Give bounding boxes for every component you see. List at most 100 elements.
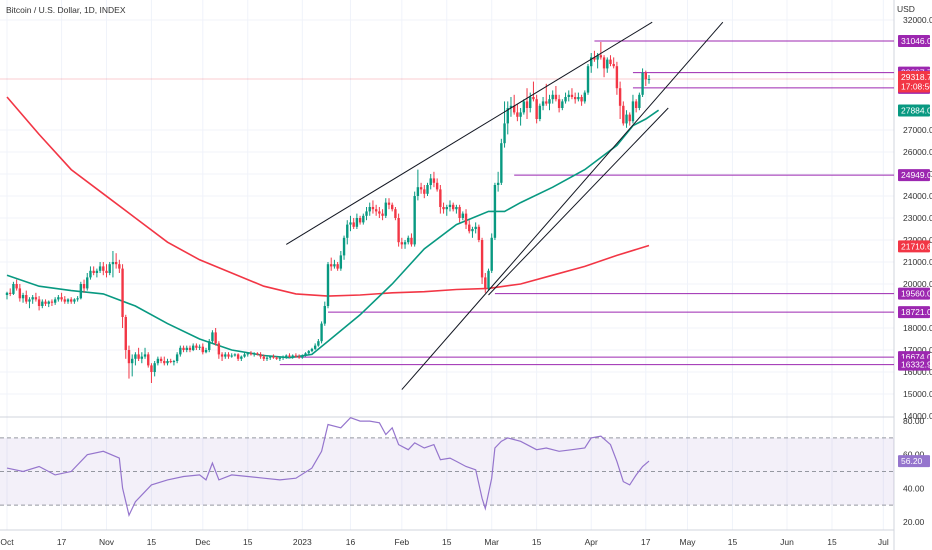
rsi-tick-label: 40.00 bbox=[903, 483, 925, 493]
candle-body bbox=[121, 268, 124, 317]
candle-body bbox=[435, 182, 439, 190]
candle-body bbox=[130, 358, 134, 364]
candle-body bbox=[451, 204, 455, 210]
candle-body bbox=[153, 363, 156, 372]
trendline bbox=[488, 107, 669, 296]
price-axis[interactable]: 15000.00 16000.00 17000.00 18000.00 20000.00… bbox=[903, 15, 932, 527]
candle-body bbox=[362, 215, 365, 223]
candle-body bbox=[330, 264, 333, 267]
candle-body bbox=[628, 114, 631, 122]
time-tick-label: 2023 bbox=[293, 537, 312, 547]
candle-body bbox=[236, 354, 240, 359]
moving-average-line bbox=[6, 109, 660, 359]
candle-body bbox=[391, 204, 394, 210]
candle-body bbox=[243, 354, 246, 357]
candle-body bbox=[525, 101, 529, 108]
candle-body bbox=[256, 353, 259, 355]
candle-body bbox=[429, 178, 432, 185]
candle-body bbox=[458, 207, 461, 218]
price-badge-label: 16674.00 bbox=[901, 352, 932, 362]
price-tick-label: 24000.00 bbox=[903, 191, 932, 201]
candle-body bbox=[378, 211, 381, 214]
candle-body bbox=[108, 264, 111, 273]
rsi-badge bbox=[898, 455, 930, 468]
candle-body bbox=[134, 354, 137, 359]
time-axis[interactable]: Oct 17 Nov 15 Dec 15 2023 16 Feb 15 Mar 15 Apr 17 May 1… bbox=[0, 537, 888, 547]
candle-body bbox=[551, 94, 554, 100]
candle-body bbox=[73, 299, 76, 302]
rsi-tick-label: 20.00 bbox=[903, 517, 925, 527]
rsi-tick-label: 60.00 bbox=[903, 450, 925, 460]
candle-body bbox=[294, 355, 298, 357]
candle-body bbox=[355, 218, 359, 227]
rsi-badge-label: 56.20 bbox=[901, 456, 923, 466]
price-badge-label: 21710.67 bbox=[901, 241, 932, 251]
candle-body bbox=[265, 357, 269, 359]
candle-body bbox=[333, 264, 336, 267]
candle-body bbox=[346, 224, 349, 238]
candle-body bbox=[471, 229, 474, 232]
candle-body bbox=[599, 55, 603, 58]
candle-body bbox=[493, 185, 497, 238]
candle-body bbox=[609, 59, 612, 64]
candle-body bbox=[288, 355, 291, 357]
price-badges: 31046.00 24949.00 19560.00 18721.00 16674.00… bbox=[898, 34, 932, 468]
candle-body bbox=[76, 298, 79, 300]
candle-body bbox=[535, 99, 538, 119]
candle-body bbox=[522, 101, 526, 113]
time-tick-label: 17 bbox=[641, 537, 651, 547]
rsi-line bbox=[6, 417, 650, 517]
price-tick-label: 27000.00 bbox=[903, 125, 932, 135]
candle-body bbox=[512, 105, 516, 113]
price-tick-label: 22000.00 bbox=[903, 235, 932, 245]
time-tick-label: 15 bbox=[532, 537, 542, 547]
candle-body bbox=[188, 347, 192, 350]
candle-body bbox=[423, 189, 426, 194]
candle-body bbox=[426, 185, 429, 194]
candle-body bbox=[41, 301, 44, 306]
candle-body bbox=[448, 204, 452, 207]
candle-body bbox=[577, 97, 580, 100]
candle-body bbox=[509, 105, 513, 108]
candle-body bbox=[506, 108, 509, 124]
price-tick-label: 15000.00 bbox=[903, 389, 932, 399]
price-badge bbox=[898, 70, 930, 83]
candle-body bbox=[98, 266, 102, 271]
candle-body bbox=[487, 270, 490, 289]
candle-body bbox=[647, 78, 651, 80]
candle-body bbox=[400, 242, 404, 245]
candle-body bbox=[403, 242, 407, 245]
candle-body bbox=[278, 357, 282, 359]
candle-body bbox=[529, 97, 532, 108]
candle-body bbox=[92, 270, 95, 273]
candle-body bbox=[323, 306, 326, 324]
candle-body bbox=[625, 114, 628, 124]
candle-body bbox=[166, 361, 169, 364]
time-tick-label: 15 bbox=[243, 537, 253, 547]
price-badge-label: 29318.75 bbox=[901, 72, 932, 82]
candle-body bbox=[371, 207, 375, 210]
candle-body bbox=[365, 211, 368, 216]
candle-body bbox=[561, 101, 564, 108]
candle-body bbox=[567, 94, 570, 97]
candle-body bbox=[496, 182, 500, 185]
moving-averages bbox=[6, 96, 660, 359]
candle-body bbox=[580, 97, 583, 102]
candle-body bbox=[217, 343, 221, 355]
time-tick-label: Dec bbox=[195, 537, 211, 547]
candle-body bbox=[82, 284, 86, 289]
time-tick-label: Nov bbox=[99, 537, 115, 547]
candle-body bbox=[490, 237, 493, 271]
candle-body bbox=[413, 196, 416, 245]
candle-body bbox=[455, 207, 458, 210]
price-tick-label: 32000.00 bbox=[903, 15, 932, 25]
price-badge bbox=[898, 169, 930, 182]
candle-body bbox=[545, 101, 548, 104]
candle-body bbox=[336, 264, 339, 269]
time-tick-label: Jun bbox=[780, 537, 794, 547]
candle-body bbox=[317, 341, 320, 346]
price-badge bbox=[898, 80, 930, 93]
candle-body bbox=[111, 262, 115, 265]
price-badge-label: 16332.92 bbox=[901, 360, 932, 370]
price-badge-label: 17:08:50 bbox=[901, 81, 932, 91]
